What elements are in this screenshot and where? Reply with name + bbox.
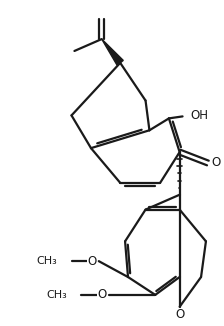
Text: O: O: [212, 156, 221, 170]
Text: OH: OH: [190, 109, 208, 122]
Text: O: O: [97, 289, 107, 301]
Text: CH₃: CH₃: [46, 290, 67, 300]
Text: O: O: [88, 255, 97, 268]
Text: O: O: [175, 308, 184, 321]
Polygon shape: [102, 39, 123, 65]
Text: CH₃: CH₃: [36, 256, 57, 266]
